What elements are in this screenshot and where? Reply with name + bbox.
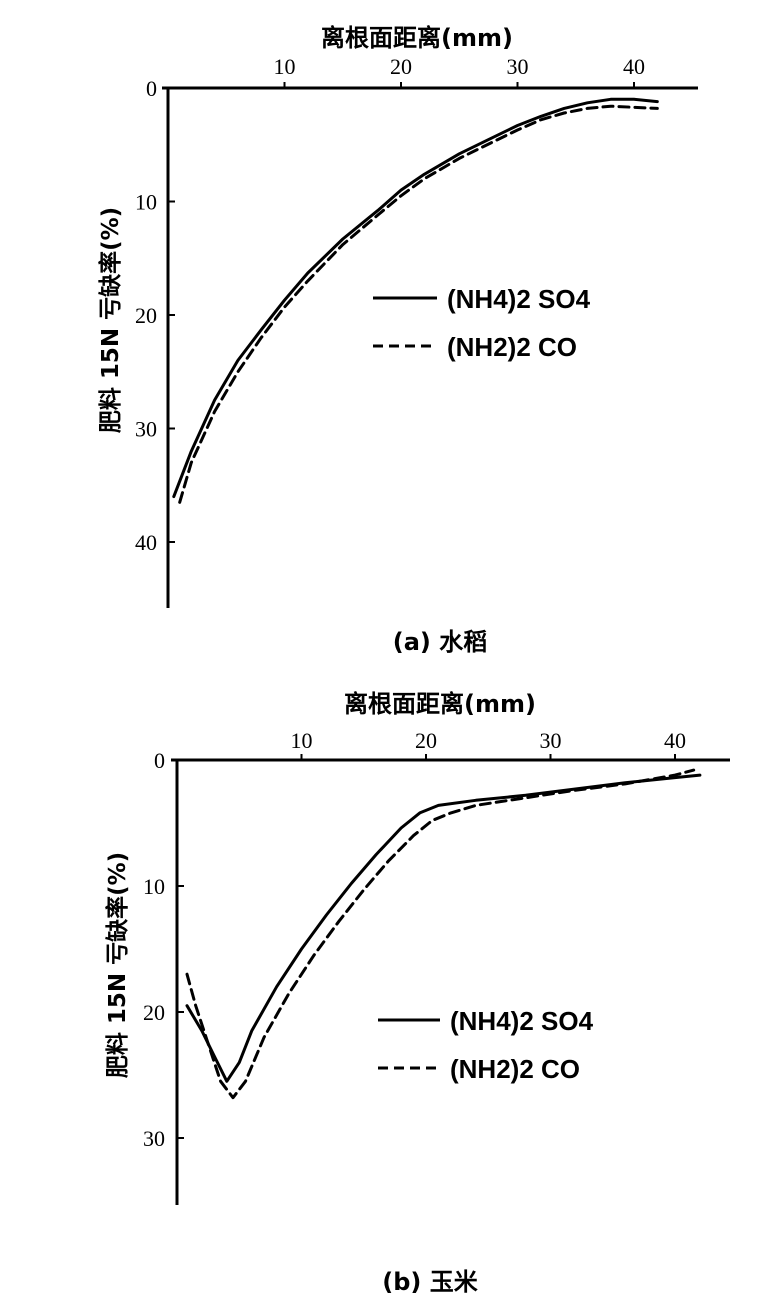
y-tick-label: 30	[135, 417, 157, 442]
x-tick-label: 10	[291, 728, 313, 753]
y-tick-label: 10	[135, 190, 157, 215]
series-line-nh2-2-co	[185, 768, 696, 1100]
x-axis-title: 离根面距离(mm)	[321, 24, 513, 52]
y-axis-title: 肥料 15N 亏缺率(%)	[104, 852, 131, 1078]
y-tick-label: 40	[135, 530, 157, 555]
legend-label-nh2-2-co: (NH2)2 CO	[447, 332, 577, 362]
x-tick-label: 40	[664, 728, 686, 753]
chart-rice: 10 20 30 40 0 10 20 30 40 离根面距离(mm) 肥料 15N 亏缺率(%) (…	[97, 24, 698, 656]
legend-label-nh4-2-so4: (NH4)2 SO4	[447, 284, 591, 314]
x-tick-label: 20	[415, 728, 437, 753]
series-line-nh2-2-co	[178, 104, 659, 504]
legend-label-nh2-2-co: (NH2)2 CO	[450, 1054, 580, 1084]
figure-caption: (a) 水稻	[393, 628, 488, 656]
x-tick-label: 40	[623, 54, 645, 79]
y-tick-label: 0	[154, 748, 165, 773]
x-tick-label: 30	[540, 728, 562, 753]
y-tick-label: 10	[143, 874, 165, 899]
x-tick-label: 30	[507, 54, 529, 79]
legend-label-nh4-2-so4: (NH4)2 SO4	[450, 1006, 594, 1036]
series-line-nh4-2-so4	[172, 97, 659, 499]
y-axis-title: 肥料 15N 亏缺率(%)	[97, 207, 124, 433]
x-tick-label: 20	[390, 54, 412, 79]
figure-caption: (b) 玉米	[382, 1268, 477, 1296]
x-tick-label: 10	[274, 54, 296, 79]
y-tick-label: 30	[143, 1126, 165, 1151]
y-tick-label: 20	[135, 303, 157, 328]
y-tick-label: 0	[146, 76, 157, 101]
x-axis-title: 离根面距离(mm)	[344, 690, 536, 718]
y-tick-label: 20	[143, 1000, 165, 1025]
